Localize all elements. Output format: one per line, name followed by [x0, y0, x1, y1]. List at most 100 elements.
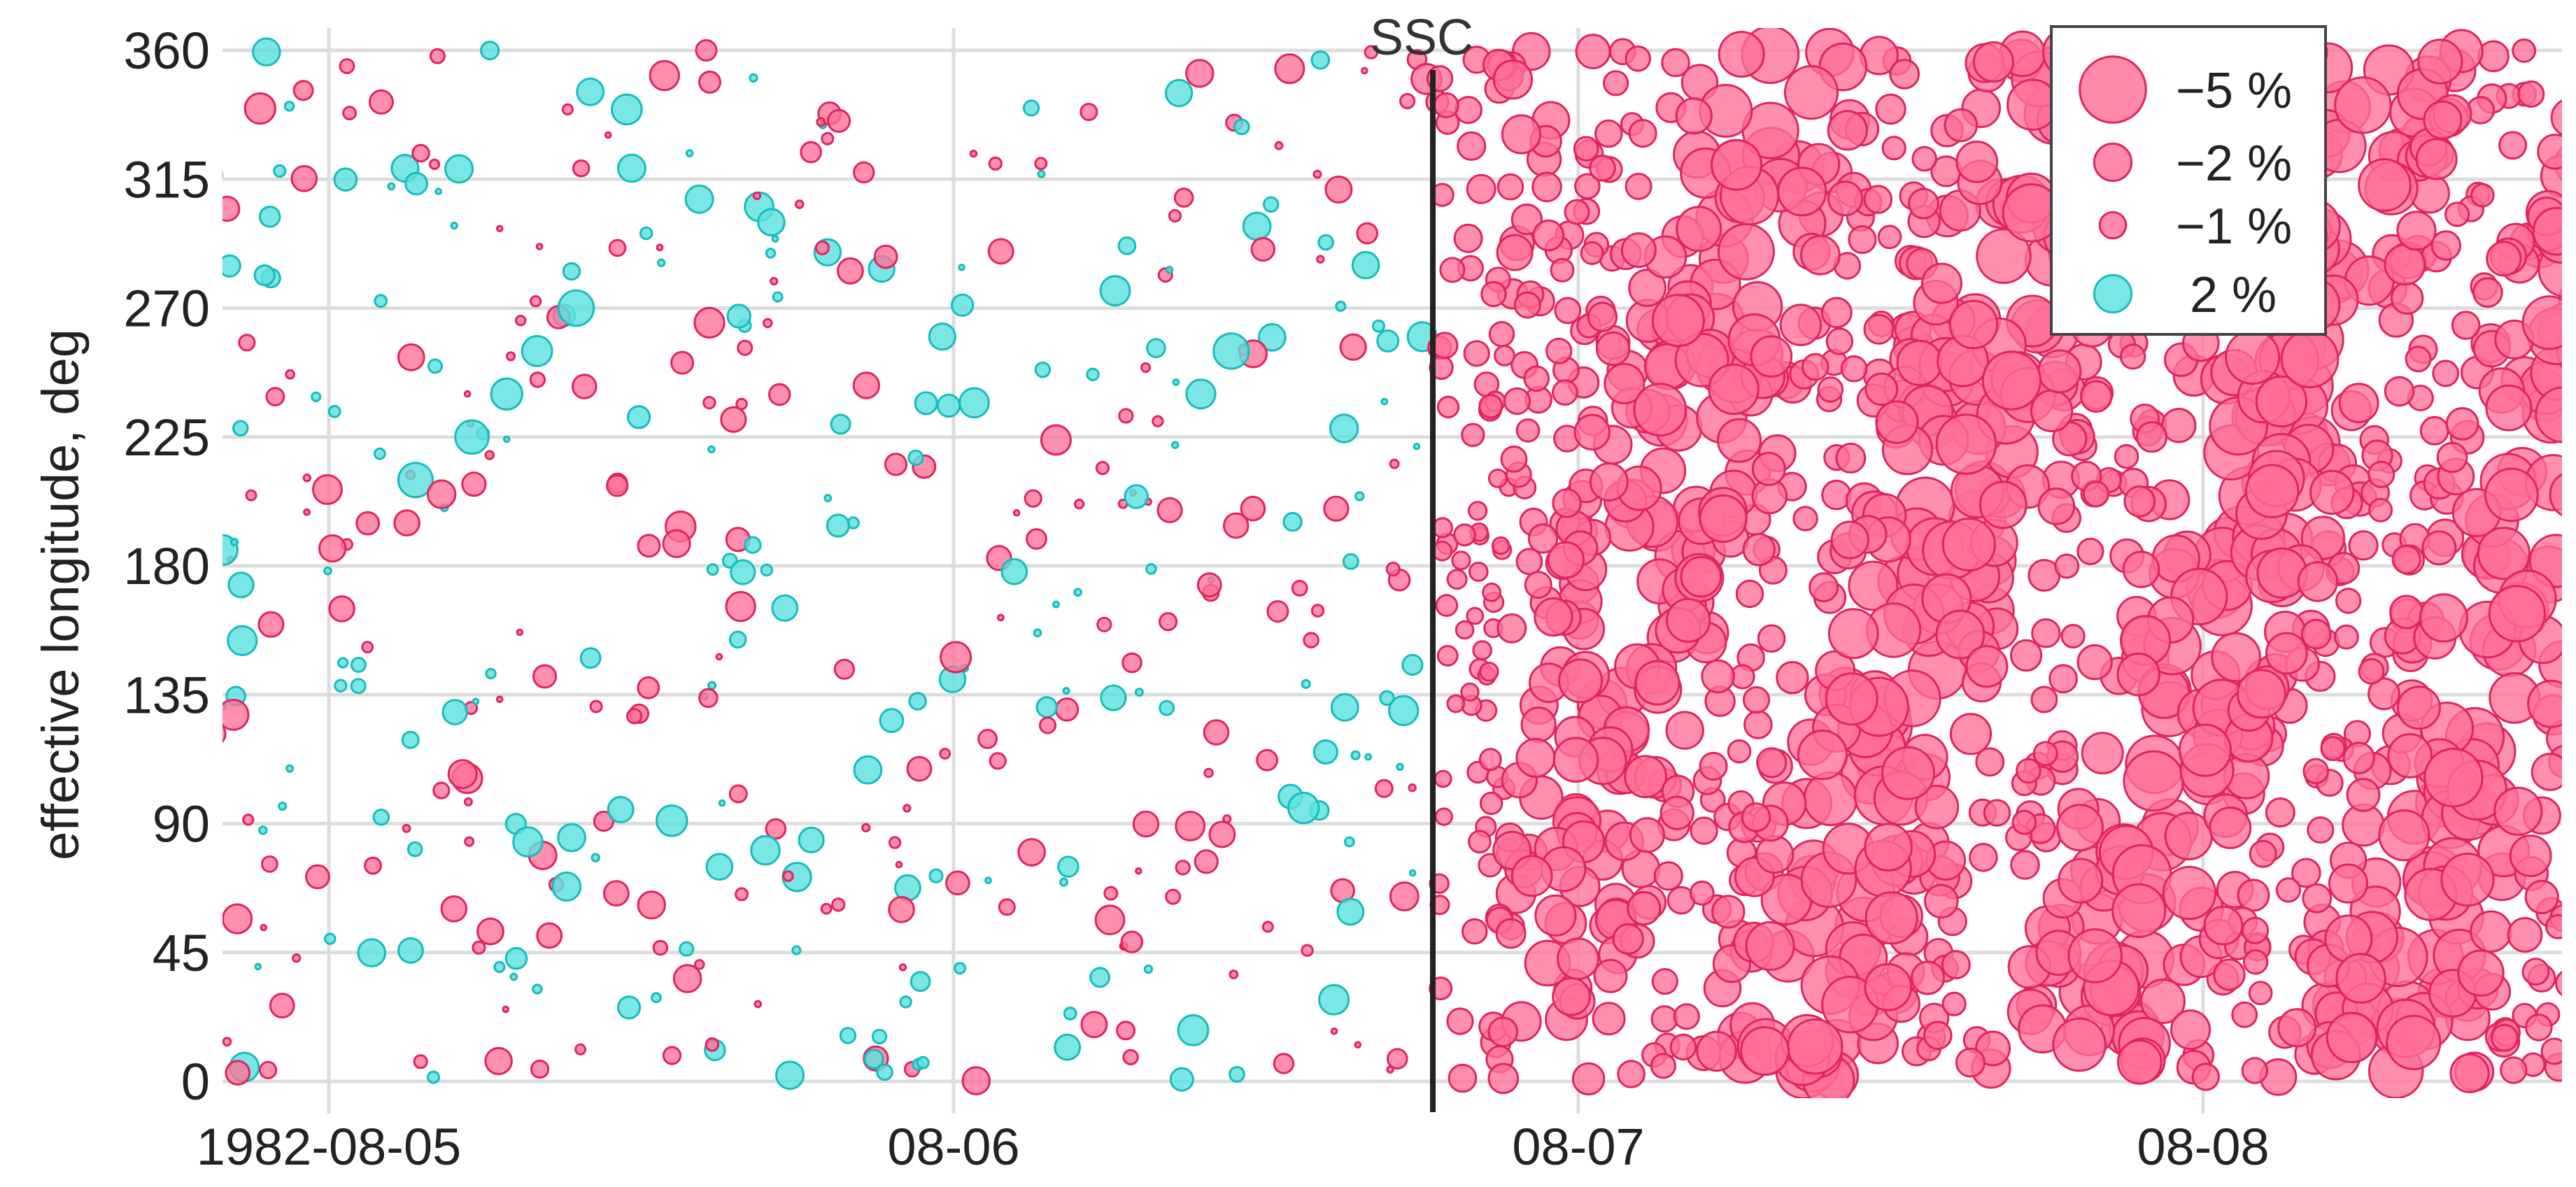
bubble-positive — [679, 941, 695, 957]
bubble-positive — [1037, 169, 1046, 178]
bubble-negative — [1651, 294, 1705, 348]
bubble-negative — [1777, 166, 1827, 217]
bubble-positive — [327, 404, 341, 418]
bubble-negative — [342, 106, 358, 121]
bubble-positive — [1023, 99, 1040, 117]
bubble-negative — [833, 658, 856, 680]
bubble-positive — [1263, 196, 1280, 213]
bubble-negative — [222, 903, 253, 934]
bubble-positive — [1034, 362, 1052, 378]
bubble-positive — [357, 938, 387, 967]
bubble-positive — [685, 149, 694, 157]
bubble-negative — [2389, 595, 2424, 630]
bubble-negative — [2421, 530, 2457, 566]
bubble-negative — [1446, 694, 1466, 713]
bubble-positive — [684, 184, 714, 214]
bubble-negative — [2540, 1037, 2562, 1065]
bubble-negative — [1717, 222, 1775, 280]
bubble-negative — [2114, 443, 2139, 469]
bubble-positive — [1059, 877, 1068, 887]
bubble-negative — [1364, 45, 1379, 59]
bubble-positive — [1073, 588, 1082, 597]
bubble-positive — [579, 647, 602, 669]
bubble-negative — [2338, 383, 2379, 424]
bubble-negative — [2081, 732, 2124, 775]
bubble-negative — [1487, 1062, 1520, 1095]
bubble-positive — [206, 523, 218, 534]
bubble-negative — [2423, 100, 2463, 140]
bubble-negative — [2565, 392, 2576, 446]
bubble-negative — [1374, 779, 1394, 798]
bubble-positive — [521, 335, 553, 367]
bubble-negative — [1479, 791, 1503, 816]
bubble-negative — [393, 509, 420, 536]
bubble-positive — [760, 563, 774, 577]
bubble-positive — [951, 293, 975, 317]
bubble-negative — [945, 870, 970, 896]
bubble-negative — [2241, 916, 2270, 944]
bubble-positive — [1177, 1014, 1210, 1046]
bubble-negative — [209, 374, 215, 379]
bubble-negative — [593, 811, 615, 832]
bubble-positive — [876, 1063, 893, 1081]
bubble-positive — [907, 449, 924, 467]
bubble-negative — [2517, 80, 2545, 108]
bubble-negative — [2564, 976, 2576, 1004]
bubble-positive — [222, 254, 241, 278]
bubble-negative — [1080, 103, 1098, 121]
bubble-negative — [1552, 379, 1578, 406]
bubble-positive — [454, 419, 490, 455]
bubble-positive — [504, 946, 528, 970]
bubble-negative — [1495, 918, 1527, 949]
bubble-negative — [997, 613, 1005, 622]
bubble-negative — [572, 374, 597, 399]
bubble-positive — [916, 1055, 930, 1069]
bubble-negative — [2037, 488, 2076, 525]
bubble-negative — [1864, 962, 1913, 1011]
y-tick-label: 225 — [124, 408, 210, 467]
bubble-negative — [1121, 652, 1142, 674]
bubble-positive — [1062, 687, 1070, 695]
bubble-negative — [1864, 372, 1899, 406]
bubble-negative — [2082, 481, 2110, 508]
bubble-negative — [2275, 877, 2302, 903]
bubble-negative — [694, 959, 705, 970]
bubble-negative — [2477, 40, 2510, 73]
bubble-negative — [1515, 737, 1556, 778]
bubble-negative — [1487, 468, 1508, 488]
bubble-positive — [509, 972, 518, 981]
bubble-positive — [1054, 1033, 1081, 1061]
bubble-positive — [1354, 491, 1365, 502]
bubble-positive — [374, 447, 386, 460]
bubble-negative — [2211, 632, 2261, 683]
bubble-negative — [2265, 797, 2295, 827]
bubble-negative — [2076, 644, 2113, 681]
bubble-negative — [1250, 236, 1276, 262]
bubble-negative — [1650, 1005, 1678, 1033]
bubble-negative — [2569, 702, 2576, 737]
bubble-negative — [1628, 269, 1667, 307]
bubble-negative — [2570, 851, 2576, 874]
bubble-negative — [2571, 1043, 2576, 1079]
bubble-negative — [608, 239, 627, 257]
bubble-negative — [853, 161, 875, 184]
bubble-positive — [372, 809, 390, 826]
bubble-negative — [1910, 960, 1946, 995]
bubble-positive — [278, 802, 288, 811]
bubble-positive — [258, 206, 281, 228]
bubble-negative — [2140, 979, 2186, 1024]
bubble-negative — [2386, 1014, 2442, 1071]
bubble-negative — [1354, 1041, 1362, 1049]
bubble-negative — [820, 902, 833, 915]
bubble-negative — [1589, 462, 1629, 502]
bubble-negative — [265, 387, 285, 406]
bubble-negative — [2122, 550, 2160, 588]
bubble-negative — [1965, 645, 2009, 688]
bubble-negative — [1361, 66, 1368, 75]
bubble-positive — [910, 971, 931, 993]
bubble-positive — [485, 667, 497, 680]
bubble-negative — [1534, 894, 1577, 937]
bubble-negative — [705, 1037, 720, 1052]
bubble-negative — [1095, 461, 1110, 476]
